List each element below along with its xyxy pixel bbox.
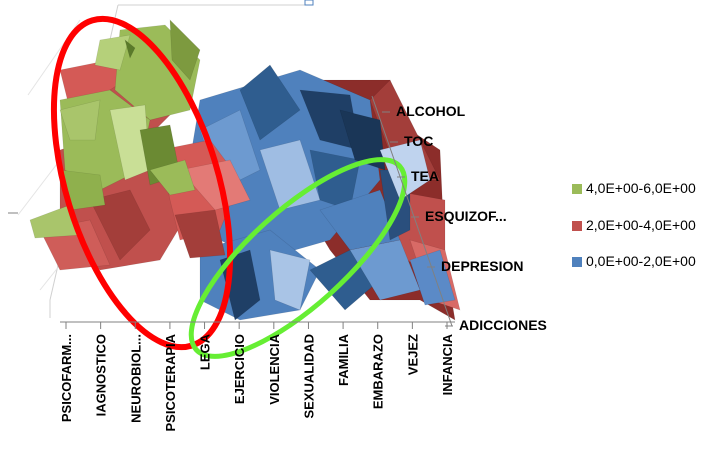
surface-facet: [174, 209, 226, 259]
x-tick-label: PSICOFARM...: [59, 334, 74, 422]
legend: 4,0E+00-6,0E+00 2,0E+00-4,0E+00 0,0E+00-2,…: [572, 180, 696, 269]
x-tick-label: INFANCIA: [440, 333, 455, 395]
legend-swatch: [572, 221, 582, 231]
x-tick-label: PSICOTERAPIA: [163, 333, 178, 431]
x-tick-label: FAMILIA: [336, 333, 351, 386]
series-label: ESQUIZOF...: [425, 208, 507, 224]
series-label: DEPRESION: [441, 258, 523, 274]
series-label: TOC: [404, 133, 433, 149]
x-tick-label: EMBARAZO: [371, 334, 386, 409]
x-tick-label: SEXUALIDAD: [301, 334, 316, 419]
category-axis: PSICOFARM... IAGNOSTICO NEUROBIOL... PSICOT…: [59, 321, 455, 432]
series-label: ALCOHOL: [396, 103, 466, 119]
highlight-ellipse: [188, 157, 408, 359]
x-tick-label: EJERCICIO: [232, 334, 247, 404]
annotation-layer: [50, 15, 408, 359]
legend-swatch: [572, 184, 582, 194]
series-label: TEA: [411, 168, 439, 184]
series-axis: ALCOHOL TOC TEA ESQUIZOF... DEPRESION ADICCIO…: [371, 95, 547, 333]
x-tick-label: NEUROBIOL...: [128, 334, 143, 423]
surface-facet: [269, 249, 311, 311]
series-label: ADICCIONES: [459, 317, 547, 333]
surface-mesh: [29, 19, 461, 321]
x-tick-label: VEJEZ: [405, 334, 420, 375]
x-tick-label: IAGNOSTICO: [94, 334, 109, 416]
legend-label: 0,0E+00-2,0E+00: [586, 253, 696, 269]
x-tick-label: LEGA: [198, 333, 213, 370]
surface-facet: [59, 99, 101, 141]
legend-label: 2,0E+00-4,0E+00: [586, 217, 696, 233]
surface-facet: [149, 159, 196, 196]
surface-facet: [124, 39, 136, 59]
surface-facet: [94, 34, 131, 71]
surface-facet: [169, 19, 201, 81]
legend-swatch: [572, 257, 582, 267]
x-tick-label: VIOLENCIA: [267, 333, 282, 404]
depth-axis-line: [371, 95, 453, 327]
legend-label: 4,0E+00-6,0E+00: [586, 180, 696, 196]
surface-facet: [89, 189, 151, 261]
surface-facet: [409, 249, 456, 306]
surface-facet: [239, 64, 301, 141]
